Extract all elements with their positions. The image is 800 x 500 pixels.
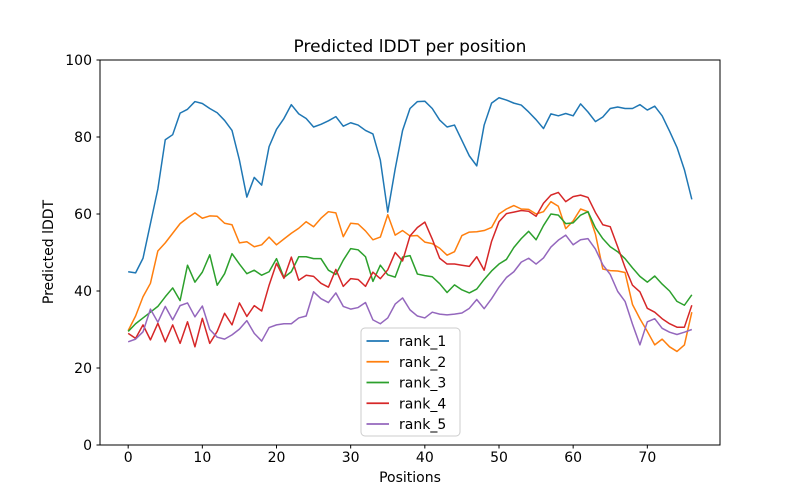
series-line-rank_1 <box>128 96 693 274</box>
x-tick-label: 10 <box>193 450 211 466</box>
legend-label-rank_2: rank_2 <box>399 355 446 371</box>
y-tick-label: 100 <box>65 53 92 69</box>
y-tick-label: 20 <box>74 361 92 377</box>
x-tick-label: 20 <box>268 450 286 466</box>
chart-title: Predicted lDDT per position <box>293 37 527 57</box>
legend-box <box>360 327 461 437</box>
legend-label-rank_3: rank_3 <box>399 376 446 392</box>
x-tick-label: 40 <box>416 450 434 466</box>
series-line-rank_5 <box>127 234 693 346</box>
x-tick-label: 30 <box>342 450 360 466</box>
x-tick-label: 70 <box>638 450 656 466</box>
x-axis-label: Positions <box>379 470 441 486</box>
axes-spines <box>99 59 721 446</box>
y-tick-label: 40 <box>74 284 92 300</box>
y-tick-label: 60 <box>74 207 92 223</box>
legend-label-rank_1: rank_1 <box>399 334 446 350</box>
x-tick-label: 50 <box>490 450 508 466</box>
y-tick-label: 80 <box>74 130 92 146</box>
legend-label-rank_5: rank_5 <box>399 417 446 433</box>
series-line-rank_3 <box>127 210 693 332</box>
legend-label-rank_4: rank_4 <box>399 396 446 412</box>
series-line-rank_4 <box>127 191 693 348</box>
x-tick-label: 0 <box>124 450 133 466</box>
y-tick-label: 0 <box>83 438 92 454</box>
x-tick-label: 60 <box>564 450 582 466</box>
y-axis-label: Predicted lDDT <box>41 199 57 305</box>
